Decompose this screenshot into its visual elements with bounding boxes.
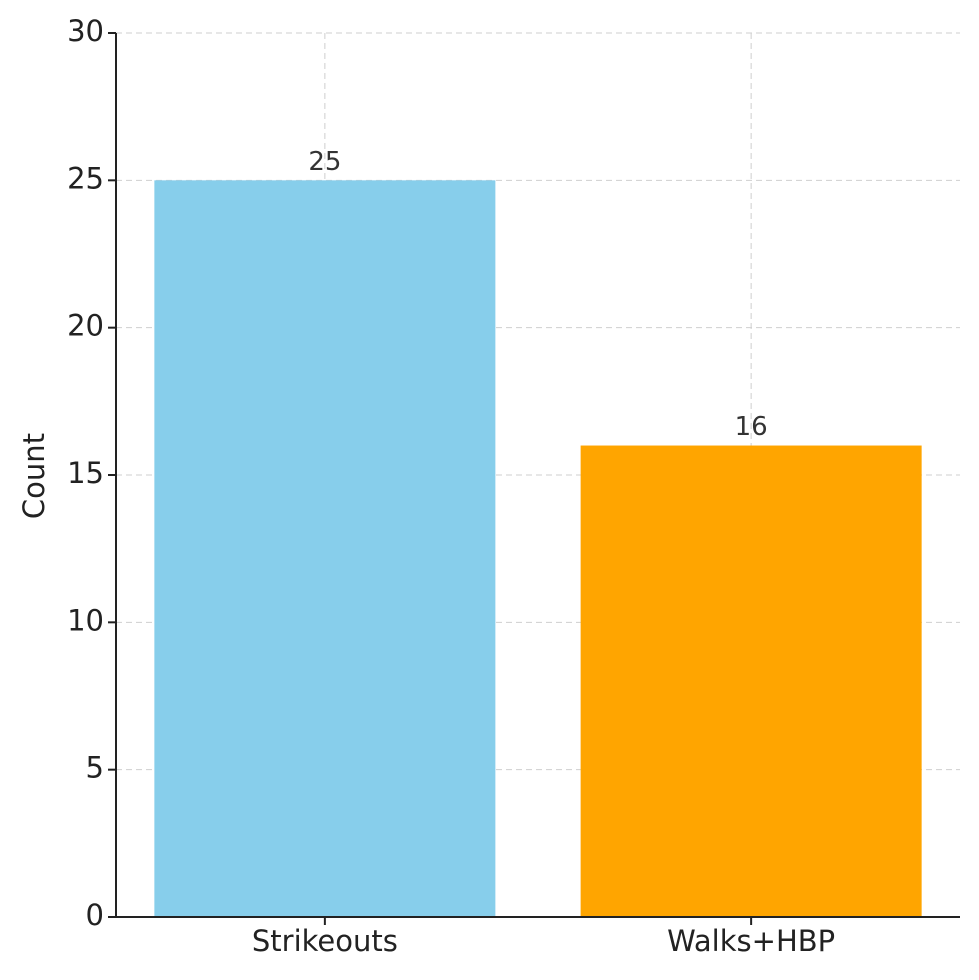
bar [154,180,496,918]
value-label: 25 [308,147,341,177]
x-tick-label: Strikeouts [252,924,398,958]
y-tick-label: 30 [67,14,104,48]
y-tick-label: 20 [67,309,104,343]
value-label: 16 [735,412,768,442]
x-tick-label: Walks+HBP [667,924,835,958]
y-tick-label: 25 [67,161,104,195]
y-tick-label: 10 [67,603,104,637]
y-tick-label: 0 [86,898,104,932]
bar [580,445,922,917]
y-axis-label: Count [17,433,51,519]
y-tick-label: 5 [86,751,104,785]
y-tick-label: 15 [67,456,104,490]
